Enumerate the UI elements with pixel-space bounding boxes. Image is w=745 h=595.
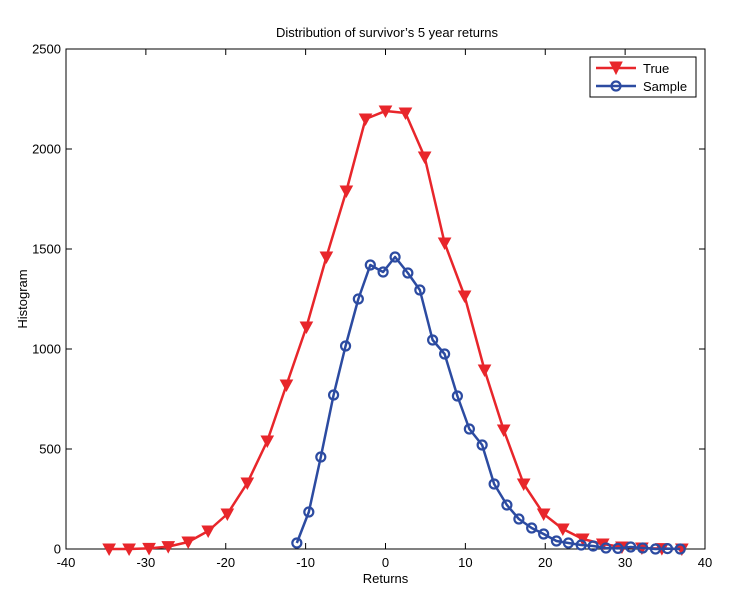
- legend-box: [589, 56, 697, 98]
- data-point-sample: [513, 513, 525, 525]
- x-tick-label: 20: [538, 555, 552, 570]
- plot-area: [65, 48, 706, 550]
- data-point-true: [417, 151, 432, 165]
- legend: True Sample: [589, 56, 697, 98]
- data-point-sample: [476, 439, 488, 451]
- data-point-true: [398, 107, 413, 121]
- data-point-true: [181, 536, 196, 550]
- series-layer: [102, 105, 689, 557]
- data-point-true: [339, 185, 354, 199]
- y-tick-label: 2000: [32, 142, 61, 157]
- y-tick-label: 0: [54, 542, 61, 557]
- data-point-sample: [637, 542, 649, 554]
- y-tick-label: 2500: [32, 42, 61, 57]
- data-point-sample: [501, 499, 513, 511]
- data-point-true: [201, 525, 216, 539]
- y-tick-label: 1000: [32, 342, 61, 357]
- data-point-sample: [427, 334, 439, 346]
- x-tick-label: -30: [136, 555, 155, 570]
- legend-marker-true: [609, 61, 623, 76]
- series-true: [102, 105, 689, 557]
- data-point-true: [161, 541, 176, 554]
- x-tick-label: -20: [216, 555, 235, 570]
- data-point-sample: [550, 535, 563, 547]
- data-point-true: [279, 379, 294, 393]
- data-point-true: [142, 542, 156, 556]
- data-point-true: [319, 251, 334, 265]
- x-tick-label: 40: [698, 555, 712, 570]
- x-tick-label: 30: [618, 555, 632, 570]
- legend-label-true: True: [643, 61, 669, 76]
- data-point-true: [516, 478, 531, 492]
- series-sample: [291, 251, 686, 555]
- y-tick-label: 500: [39, 442, 61, 457]
- data-point-sample: [674, 543, 686, 555]
- legend-label-sample: Sample: [643, 79, 687, 94]
- x-tick-label: 0: [382, 555, 389, 570]
- data-point-sample: [625, 541, 637, 553]
- data-point-sample: [575, 539, 587, 551]
- data-point-true: [378, 105, 393, 119]
- x-axis: -40 -30 -20 -10 0 10 20 30 40: [57, 49, 712, 570]
- x-tick-label: 10: [458, 555, 472, 570]
- data-point-true: [555, 523, 570, 537]
- data-point-sample: [315, 451, 327, 463]
- data-point-sample: [587, 540, 599, 552]
- y-axis-label: Histogram: [15, 269, 30, 328]
- data-point-sample: [439, 348, 451, 360]
- data-point-sample: [488, 478, 500, 490]
- data-point-sample: [327, 389, 340, 401]
- data-point-true: [536, 508, 551, 522]
- data-point-sample: [451, 390, 463, 402]
- data-point-true: [457, 290, 472, 304]
- x-tick-label: -10: [296, 555, 315, 570]
- data-point-sample: [661, 542, 674, 555]
- data-point-true: [102, 543, 116, 557]
- data-point-true: [477, 364, 492, 378]
- legend-marker-sample: [610, 80, 622, 92]
- data-point-true: [220, 508, 235, 522]
- data-point-sample: [352, 293, 364, 305]
- data-point-sample: [402, 267, 414, 279]
- data-point-true: [575, 533, 590, 547]
- x-tick-label: -40: [57, 555, 76, 570]
- data-point-sample: [612, 542, 624, 555]
- data-point-sample: [526, 522, 538, 534]
- data-point-true: [122, 543, 136, 557]
- data-point-sample: [649, 543, 662, 555]
- data-point-sample: [562, 537, 575, 549]
- y-tick-label: 1500: [32, 242, 61, 257]
- data-point-sample: [463, 423, 475, 435]
- data-point-sample: [377, 266, 389, 278]
- data-point-sample: [538, 528, 550, 540]
- y-axis: 0 500 1000 1500 2000 2500: [32, 42, 705, 557]
- chart-title: Distribution of survivor’s 5 year return…: [276, 25, 499, 40]
- data-point-true: [299, 321, 314, 335]
- data-point-sample: [303, 506, 315, 518]
- data-point-true: [358, 113, 373, 127]
- data-point-sample: [600, 542, 612, 554]
- data-point-true: [437, 237, 452, 251]
- data-point-true: [240, 477, 255, 491]
- data-point-sample: [291, 537, 303, 549]
- series-line-sample: [295, 255, 681, 551]
- data-point-sample: [364, 259, 376, 271]
- data-point-sample: [414, 284, 426, 296]
- data-point-true: [496, 424, 511, 438]
- data-point-sample: [389, 251, 401, 263]
- x-axis-label: Returns: [363, 571, 409, 586]
- data-point-true: [260, 435, 275, 449]
- data-point-sample: [339, 340, 352, 352]
